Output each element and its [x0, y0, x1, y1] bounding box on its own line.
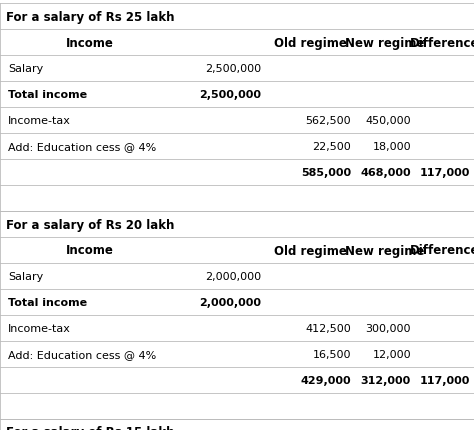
Text: Income-tax: Income-tax [8, 323, 71, 333]
Text: For a salary of Rs 20 lakh: For a salary of Rs 20 lakh [6, 218, 174, 231]
Text: 2,000,000: 2,000,000 [205, 271, 261, 281]
Text: Income-tax: Income-tax [8, 116, 71, 126]
Text: Difference: Difference [410, 244, 474, 257]
Text: Old regime: Old regime [273, 37, 346, 49]
Text: Salary: Salary [8, 64, 43, 74]
Text: Add: Education cess @ 4%: Add: Education cess @ 4% [8, 349, 156, 359]
Text: Add: Education cess @ 4%: Add: Education cess @ 4% [8, 141, 156, 152]
Text: For a salary of Rs 15 lakh: For a salary of Rs 15 lakh [6, 426, 174, 430]
Text: 18,000: 18,000 [373, 141, 411, 152]
Text: 585,000: 585,000 [301, 168, 351, 178]
Text: Old regime: Old regime [273, 244, 346, 257]
Text: 117,000: 117,000 [419, 375, 470, 385]
Text: 22,500: 22,500 [312, 141, 351, 152]
Text: 2,500,000: 2,500,000 [199, 90, 261, 100]
Text: 117,000: 117,000 [419, 168, 470, 178]
Text: 312,000: 312,000 [361, 375, 411, 385]
Text: New regime: New regime [346, 37, 425, 49]
Text: 450,000: 450,000 [365, 116, 411, 126]
Text: Income: Income [65, 244, 113, 257]
Text: 2,500,000: 2,500,000 [205, 64, 261, 74]
Text: Difference: Difference [410, 37, 474, 49]
Text: Income: Income [65, 37, 113, 49]
Text: 16,500: 16,500 [312, 349, 351, 359]
Text: Total income: Total income [8, 297, 87, 307]
Text: Total income: Total income [8, 90, 87, 100]
Text: 300,000: 300,000 [365, 323, 411, 333]
Text: 429,000: 429,000 [301, 375, 351, 385]
Text: Salary: Salary [8, 271, 43, 281]
Text: 2,000,000: 2,000,000 [199, 297, 261, 307]
Text: 412,500: 412,500 [305, 323, 351, 333]
Text: For a salary of Rs 25 lakh: For a salary of Rs 25 lakh [6, 10, 174, 24]
Text: 562,500: 562,500 [305, 116, 351, 126]
Text: New regime: New regime [346, 244, 425, 257]
Text: 12,000: 12,000 [373, 349, 411, 359]
Text: 468,000: 468,000 [360, 168, 411, 178]
